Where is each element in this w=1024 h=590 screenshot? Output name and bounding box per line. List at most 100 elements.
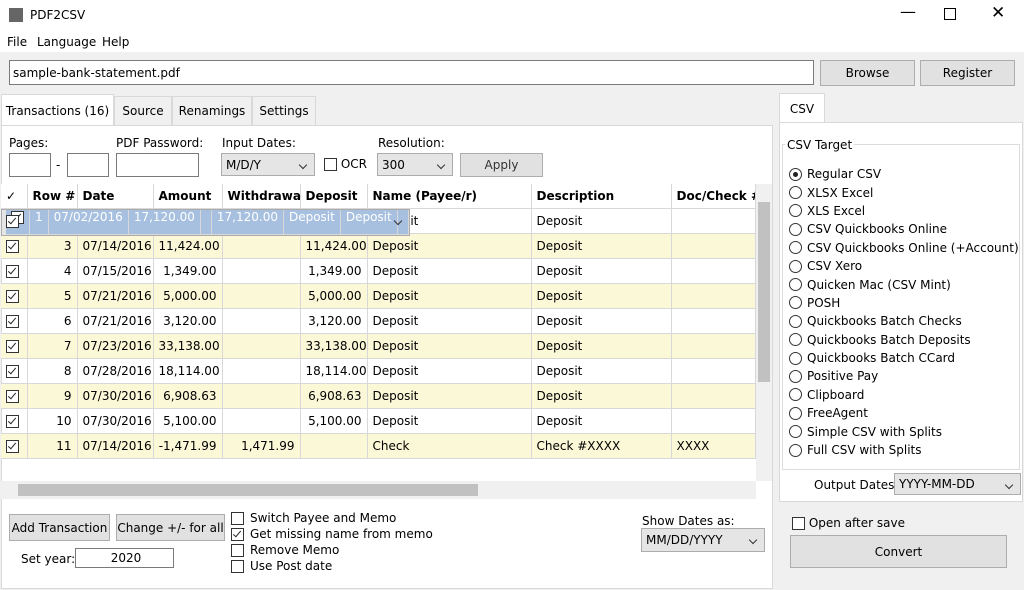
vertical-scrollbar[interactable]	[756, 184, 772, 481]
target-radio[interactable]: Regular CSV	[789, 165, 1019, 183]
output-dates-select[interactable]: YYYY-MM-DD	[894, 473, 1021, 495]
target-radio[interactable]: Quickbooks Batch Checks	[789, 312, 1019, 330]
check-cell[interactable]	[1, 358, 28, 384]
apply-button[interactable]: Apply	[460, 153, 543, 177]
radio[interactable]	[789, 314, 802, 328]
checkbox[interactable]	[6, 290, 19, 303]
target-radio[interactable]: POSH	[789, 294, 1019, 312]
radio[interactable]	[789, 443, 802, 457]
target-radio[interactable]: Quicken Mac (CSV Mint)	[789, 275, 1019, 293]
check-cell[interactable]	[1, 258, 28, 284]
checkbox[interactable]	[6, 365, 19, 378]
target-radio[interactable]: CSV Xero	[789, 257, 1019, 275]
radio[interactable]	[789, 259, 802, 273]
column-header[interactable]: Row #	[27, 184, 78, 209]
checkbox[interactable]	[6, 265, 19, 278]
page-to[interactable]	[67, 153, 109, 177]
target-radio[interactable]: XLSX Excel	[789, 183, 1019, 201]
check-cell[interactable]	[1, 283, 28, 309]
checkbox[interactable]	[6, 340, 19, 353]
input-dates-select[interactable]: M/D/Y	[221, 153, 315, 176]
option-checkbox[interactable]: Remove Memo	[231, 542, 433, 558]
year-spinner[interactable]: 2020	[75, 548, 174, 568]
file-path[interactable]: sample-bank-statement.pdf	[9, 60, 814, 85]
radio[interactable]	[789, 222, 802, 236]
table-row[interactable]: 3 07/14/2016 11,424.00 11,424.00 Deposit Depo…	[1, 233, 756, 259]
target-radio[interactable]: XLS Excel	[789, 202, 1019, 220]
maximize-button[interactable]	[944, 8, 956, 20]
checkbox[interactable]	[6, 415, 19, 428]
menu-item[interactable]: File	[7, 35, 28, 49]
browse-button[interactable]: Browse	[820, 60, 915, 86]
checkbox[interactable]	[231, 559, 244, 573]
checkbox[interactable]	[231, 527, 244, 541]
close-button[interactable]: ✕	[991, 3, 1006, 23]
minimize-button[interactable]: —	[900, 2, 916, 21]
change-sign-button[interactable]: Change +/- for all	[116, 514, 225, 541]
column-header[interactable]: Deposit	[300, 184, 368, 209]
target-radio[interactable]: Quickbooks Batch Deposits	[789, 331, 1019, 349]
check-cell[interactable]	[1, 233, 28, 259]
column-header[interactable]: Withdrawal	[222, 184, 301, 209]
tab[interactable]: Source	[114, 96, 172, 125]
checkbox[interactable]	[324, 158, 337, 171]
checkbox[interactable]	[6, 215, 19, 228]
check-cell[interactable]	[1, 383, 28, 409]
check-cell[interactable]	[1, 408, 28, 434]
option-checkbox[interactable]: Get missing name from memo	[231, 526, 433, 542]
table-row[interactable]: 10 07/30/2016 5,100.00 5,100.00 Deposit Depos…	[1, 408, 756, 434]
checkbox[interactable]	[6, 315, 19, 328]
table-row[interactable]: 9 07/30/2016 6,908.63 6,908.63 Deposit Deposi…	[1, 383, 756, 409]
radio[interactable]	[789, 369, 802, 383]
checkbox[interactable]	[792, 517, 805, 530]
add-transaction-button[interactable]: Add Transaction	[9, 514, 110, 541]
table-row[interactable]: 5 07/21/2016 5,000.00 5,000.00 Deposit Deposi…	[1, 283, 756, 309]
column-header[interactable]: Amount	[153, 184, 223, 209]
target-radio[interactable]: Full CSV with Splits	[789, 441, 1019, 459]
radio[interactable]	[789, 278, 802, 292]
check-cell[interactable]	[1, 433, 28, 459]
target-radio[interactable]: CSV Quickbooks Online (+Account)	[789, 239, 1019, 257]
table-row[interactable]: 1 07/02/2016 17,120.00 17,120.00 Deposit Depo…	[1, 209, 410, 236]
column-header[interactable]: Date	[77, 184, 154, 209]
radio[interactable]	[789, 186, 802, 200]
radio[interactable]	[789, 241, 802, 255]
option-checkbox[interactable]: Switch Payee and Memo	[231, 510, 433, 526]
option-checkbox[interactable]: Use Post date	[231, 558, 433, 574]
target-radio[interactable]: Simple CSV with Splits	[789, 422, 1019, 440]
table-row[interactable]: 11 07/14/2016 -1,471.99 1,471.99 Check Check …	[1, 433, 756, 459]
checkbox[interactable]	[6, 240, 19, 253]
target-radio[interactable]: Quickbooks Batch CCard	[789, 349, 1019, 367]
radio[interactable]	[789, 406, 802, 420]
check-cell[interactable]	[1, 308, 28, 334]
table-row[interactable]: 4 07/15/2016 1,349.00 1,349.00 Deposit Deposi…	[1, 258, 756, 284]
tab[interactable]: Settings	[252, 96, 316, 125]
tab[interactable]: Renamings	[172, 96, 252, 125]
horizontal-scrollbar[interactable]	[1, 481, 756, 499]
radio[interactable]	[789, 333, 802, 347]
table-row[interactable]: 7 07/23/2016 33,138.00 33,138.00 Deposit Depo…	[1, 333, 756, 359]
register-button[interactable]: Register	[920, 60, 1015, 86]
target-radio[interactable]: CSV Quickbooks Online	[789, 220, 1019, 238]
column-header[interactable]: Description	[531, 184, 672, 209]
column-header[interactable]: Doc/Check #	[671, 184, 756, 209]
column-header[interactable]: ✓	[1, 184, 28, 209]
tab[interactable]: CSV	[779, 93, 825, 123]
table-row[interactable]: 6 07/21/2016 3,120.00 3,120.00 Deposit Deposi…	[1, 308, 756, 334]
radio[interactable]	[789, 351, 802, 365]
check-cell[interactable]	[1, 333, 28, 359]
target-radio[interactable]: FreeAgent	[789, 404, 1019, 422]
radio[interactable]	[789, 204, 802, 218]
tab[interactable]: Transactions (16)	[1, 94, 114, 126]
show-dates-select[interactable]: MM/DD/YYYY	[641, 528, 765, 552]
open-after-save[interactable]: Open after save	[792, 516, 905, 530]
checkbox[interactable]	[231, 511, 244, 525]
target-radio[interactable]: Positive Pay	[789, 367, 1019, 385]
password-input[interactable]	[116, 153, 199, 177]
page-from[interactable]	[9, 153, 51, 177]
menu-item[interactable]: Help	[102, 35, 130, 49]
target-radio[interactable]: Clipboard	[789, 386, 1019, 404]
checkbox[interactable]	[231, 543, 244, 557]
ocr-checkbox[interactable]: OCR	[324, 157, 367, 171]
radio[interactable]	[789, 388, 802, 402]
